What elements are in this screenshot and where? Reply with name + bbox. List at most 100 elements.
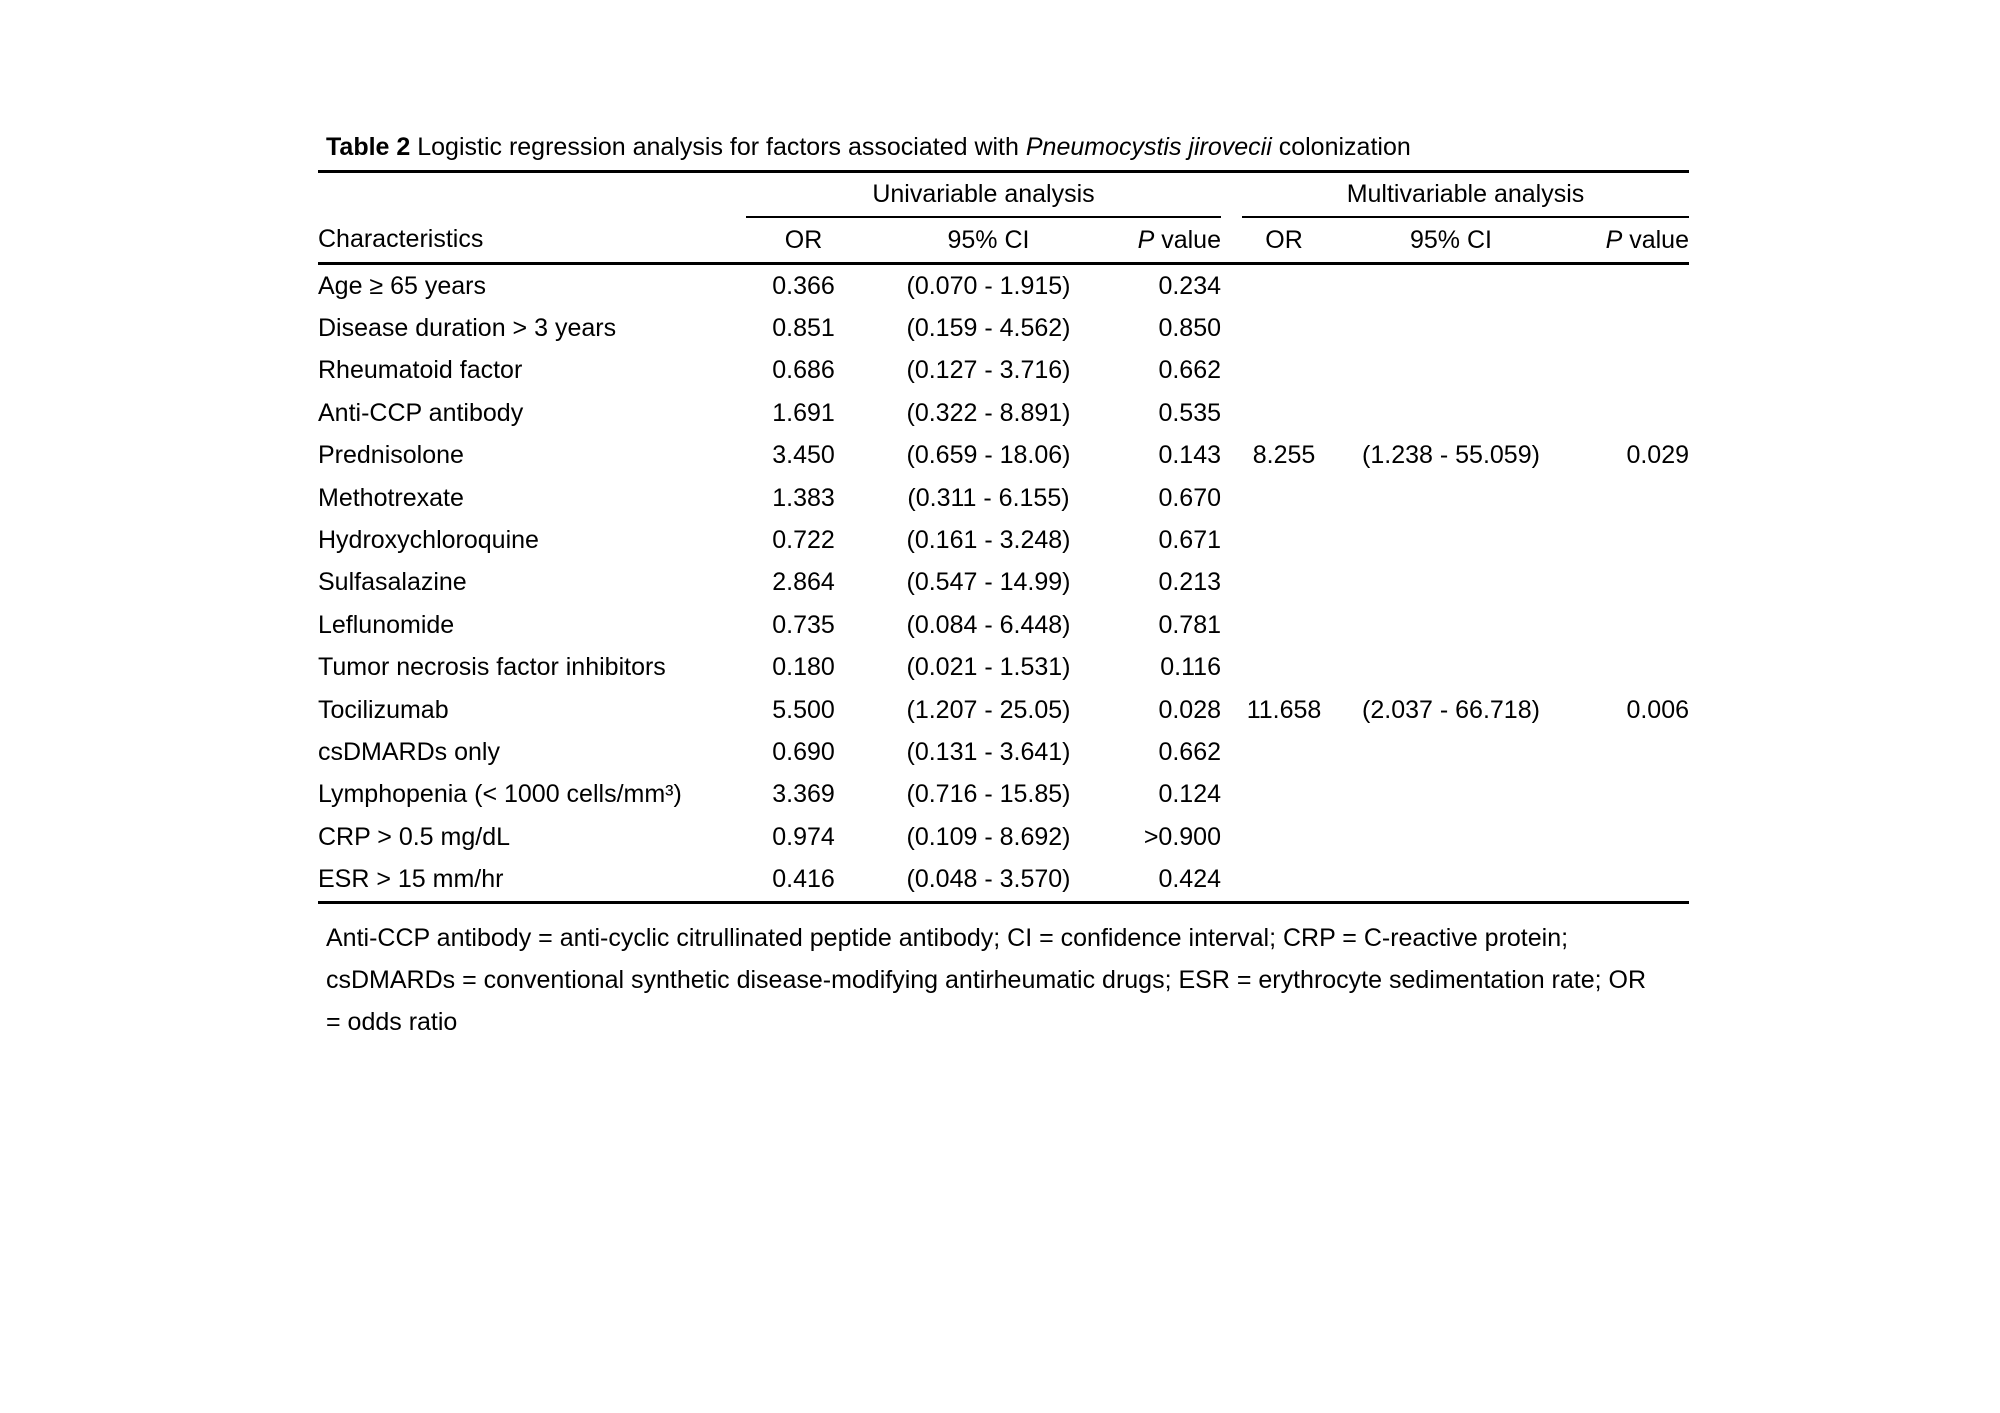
column-header-row: Characteristics OR 95% CI P value OR 95%… bbox=[318, 217, 1689, 265]
column-gap bbox=[1221, 816, 1242, 858]
logistic-regression-table: Univariable analysis Multivariable analy… bbox=[318, 170, 1689, 904]
multi-or-cell bbox=[1242, 562, 1326, 604]
characteristic-cell: Anti-CCP antibody bbox=[318, 398, 524, 427]
table2-figure: Table 2 Logistic regression analysis for… bbox=[318, 131, 1693, 1043]
column-gap bbox=[1221, 392, 1242, 434]
characteristic-cell: Disease duration > 3 years bbox=[318, 314, 617, 343]
uni-ci-cell: (0.127 - 3.716) bbox=[906, 356, 1071, 385]
multi-ci-cell bbox=[1326, 858, 1576, 902]
uni-ci-cell: (0.021 - 1.531) bbox=[906, 653, 1071, 682]
column-gap bbox=[1221, 217, 1242, 265]
uni-or-cell: 0.416 bbox=[772, 865, 835, 894]
multi-p-cell bbox=[1576, 264, 1689, 308]
uni-p-cell: 0.670 bbox=[1158, 483, 1221, 512]
uni-or-cell: 5.500 bbox=[772, 695, 835, 724]
uni-or-cell: 0.690 bbox=[772, 737, 835, 766]
uni-ci-cell: (0.048 - 3.570) bbox=[906, 865, 1071, 894]
multi-ci-cell bbox=[1326, 519, 1576, 561]
uni-ci-cell: (0.131 - 3.641) bbox=[906, 737, 1071, 766]
table-row: Disease duration > 3 years 0.851 (0.159 - … bbox=[318, 307, 1689, 349]
p-italic: P bbox=[1605, 225, 1623, 254]
multi-p-cell bbox=[1576, 519, 1689, 561]
multi-ci-cell: (1.238 - 55.059) bbox=[1362, 441, 1540, 470]
table-footnote: Anti-CCP antibody = anti-cyclic citrulli… bbox=[326, 917, 1693, 1043]
uni-ci-cell: (0.311 - 6.155) bbox=[907, 483, 1070, 512]
group-header-row: Univariable analysis Multivariable analy… bbox=[318, 171, 1689, 218]
table-row: Hydroxychloroquine 0.722 (0.161 - 3.248) 0.… bbox=[318, 519, 1689, 561]
uni-ci-cell: (0.659 - 18.06) bbox=[906, 441, 1071, 470]
multi-ci-cell bbox=[1326, 731, 1576, 773]
table-row: Age ≥ 65 years 0.366 (0.070 - 1.915) 0.234 bbox=[318, 264, 1689, 308]
column-gap bbox=[1221, 562, 1242, 604]
characteristic-cell: Sulfasalazine bbox=[318, 568, 467, 597]
uni-ci-header: 95% CI bbox=[861, 217, 1116, 265]
characteristic-cell: Hydroxychloroquine bbox=[318, 526, 539, 555]
characteristic-cell: Lymphopenia (< 1000 cells/mm³) bbox=[318, 780, 682, 809]
multi-or-cell bbox=[1242, 774, 1326, 816]
multi-ci-header: 95% CI bbox=[1326, 217, 1576, 265]
p-rest: value bbox=[1154, 225, 1221, 254]
multi-ci-cell bbox=[1326, 816, 1576, 858]
multi-or-cell bbox=[1242, 816, 1326, 858]
multi-ci-cell bbox=[1326, 307, 1576, 349]
multi-p-cell bbox=[1576, 774, 1689, 816]
uni-p-cell: 0.781 bbox=[1158, 610, 1221, 639]
multi-ci-cell bbox=[1326, 350, 1576, 392]
column-gap bbox=[1221, 307, 1242, 349]
multi-ci-cell bbox=[1326, 647, 1576, 689]
characteristic-cell: CRP > 0.5 mg/dL bbox=[318, 822, 511, 851]
column-gap bbox=[1221, 350, 1242, 392]
multi-p-cell bbox=[1576, 647, 1689, 689]
table-row: Rheumatoid factor 0.686 (0.127 - 3.716) 0.6… bbox=[318, 350, 1689, 392]
multi-p-cell bbox=[1576, 816, 1689, 858]
characteristic-cell: Tumor necrosis factor inhibitors bbox=[318, 653, 666, 682]
uni-or-cell: 3.450 bbox=[772, 441, 835, 470]
multi-or-cell bbox=[1242, 307, 1326, 349]
p-italic: P bbox=[1137, 225, 1155, 254]
table-row: ESR > 15 mm/hr 0.416 (0.048 - 3.570) 0.424 bbox=[318, 858, 1689, 902]
uni-or-cell: 0.735 bbox=[772, 610, 835, 639]
uni-p-cell: 0.234 bbox=[1158, 271, 1221, 300]
column-gap bbox=[1221, 519, 1242, 561]
uni-p-cell: 0.424 bbox=[1158, 865, 1221, 894]
multi-p-cell bbox=[1576, 392, 1689, 434]
uni-p-cell: 0.535 bbox=[1158, 398, 1221, 427]
multi-or-cell bbox=[1242, 647, 1326, 689]
univariable-group-header: Univariable analysis bbox=[746, 171, 1221, 218]
uni-or-header: OR bbox=[746, 217, 861, 265]
uni-or-cell: 0.686 bbox=[772, 356, 835, 385]
table-row: Tocilizumab 5.500 (1.207 - 25.05) 0.028 11.6… bbox=[318, 689, 1689, 731]
uni-or-cell: 0.180 bbox=[772, 653, 835, 682]
table-row: Lymphopenia (< 1000 cells/mm³) 3.369 (0.71… bbox=[318, 774, 1689, 816]
multi-or-cell bbox=[1242, 477, 1326, 519]
uni-or-cell: 1.691 bbox=[772, 398, 835, 427]
multi-or-cell: 11.658 bbox=[1246, 695, 1322, 724]
multi-ci-cell bbox=[1326, 562, 1576, 604]
uni-or-cell: 0.851 bbox=[772, 314, 835, 343]
multi-ci-cell bbox=[1326, 264, 1576, 308]
characteristic-cell: Leflunomide bbox=[318, 610, 455, 639]
table-title-suffix: colonization bbox=[1271, 133, 1411, 161]
multi-p-cell bbox=[1576, 350, 1689, 392]
table-row: Methotrexate 1.383 (0.311 - 6.155) 0.670 bbox=[318, 477, 1689, 519]
uni-or-cell: 0.722 bbox=[772, 526, 835, 555]
uni-p-cell: 0.028 bbox=[1158, 695, 1221, 724]
uni-ci-cell: (0.716 - 15.85) bbox=[906, 780, 1071, 809]
multi-or-cell bbox=[1242, 519, 1326, 561]
characteristic-cell: Rheumatoid factor bbox=[318, 356, 523, 385]
uni-ci-cell: (0.070 - 1.915) bbox=[906, 271, 1071, 300]
table-title: Table 2 Logistic regression analysis for… bbox=[326, 131, 1693, 163]
uni-or-cell: 3.369 bbox=[772, 780, 835, 809]
footnote-line: csDMARDs = conventional synthetic diseas… bbox=[326, 965, 1647, 994]
uni-p-header: P value bbox=[1116, 217, 1221, 265]
multi-ci-cell bbox=[1326, 774, 1576, 816]
multi-or-header: OR bbox=[1242, 217, 1326, 265]
characteristic-cell: ESR > 15 mm/hr bbox=[318, 865, 504, 894]
multi-or-cell: 8.255 bbox=[1252, 441, 1316, 470]
column-gap bbox=[1221, 774, 1242, 816]
column-gap bbox=[1221, 435, 1242, 477]
uni-ci-cell: (0.159 - 4.562) bbox=[906, 314, 1071, 343]
column-gap bbox=[1221, 647, 1242, 689]
uni-p-cell: 0.671 bbox=[1158, 526, 1221, 555]
column-gap bbox=[1221, 731, 1242, 773]
